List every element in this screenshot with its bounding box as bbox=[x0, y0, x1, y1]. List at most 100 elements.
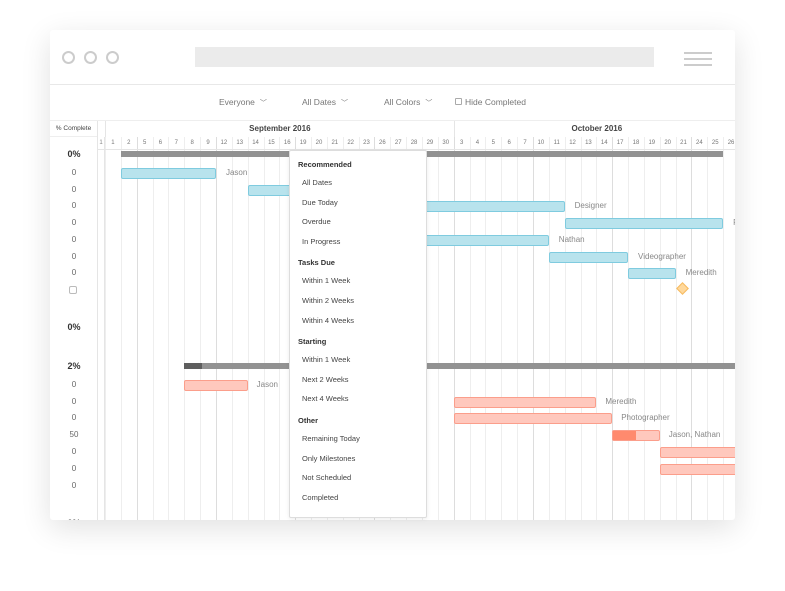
day-label: 4 bbox=[475, 140, 480, 146]
dropdown-item[interactable]: In Progress bbox=[302, 236, 341, 246]
day-label: 14 bbox=[600, 140, 608, 146]
percent-value: 50 bbox=[69, 430, 79, 439]
dates-dropdown-menu: Recommended All Dates Due Today Overdue In P… bbox=[289, 150, 427, 518]
grid-line bbox=[675, 137, 677, 520]
dropdown-item[interactable]: Next 2 Weeks bbox=[302, 374, 349, 384]
hamburger-menu-icon[interactable] bbox=[684, 52, 712, 70]
grid-line bbox=[120, 137, 122, 520]
grid-line bbox=[263, 137, 265, 520]
task-bar[interactable] bbox=[659, 464, 735, 475]
dropdown-item[interactable]: Not Scheduled bbox=[302, 473, 352, 483]
day-label: 20 bbox=[315, 140, 323, 146]
window-titlebar bbox=[50, 30, 735, 85]
task-bar[interactable] bbox=[184, 380, 248, 391]
grid-line bbox=[247, 137, 249, 520]
percent-value: 0 bbox=[71, 235, 77, 244]
summary-progress bbox=[184, 363, 202, 369]
grid-line bbox=[215, 137, 217, 520]
dates-label: All Dates bbox=[302, 97, 337, 107]
day-label: 26 bbox=[379, 140, 386, 146]
day-label: 17 bbox=[616, 140, 624, 146]
day-label: 6 bbox=[507, 140, 511, 146]
percent-value: 0 bbox=[71, 185, 77, 194]
grid-line bbox=[184, 137, 186, 520]
percent-value: 0 bbox=[71, 168, 77, 177]
dates-filter[interactable]: All Dates ﹀ bbox=[302, 97, 348, 108]
summary-bar[interactable] bbox=[184, 363, 735, 369]
day-label: 16 bbox=[283, 140, 291, 146]
address-bar[interactable] bbox=[195, 47, 654, 67]
task-bar[interactable] bbox=[628, 268, 676, 279]
task-bar[interactable] bbox=[422, 201, 565, 212]
day-label: 13 bbox=[585, 140, 592, 146]
day-row-divider bbox=[98, 149, 735, 150]
grid-line bbox=[643, 137, 645, 520]
task-checkbox[interactable] bbox=[69, 286, 77, 294]
first-day-column: 1 bbox=[98, 137, 105, 520]
window-close-dot[interactable] bbox=[62, 51, 75, 64]
dropdown-item[interactable]: Next 4 Weeks bbox=[302, 394, 349, 404]
grid-line bbox=[596, 137, 598, 520]
grid-line bbox=[105, 137, 106, 520]
month-header: October 2016 bbox=[453, 121, 735, 137]
assignee-label: Jason, Nathan bbox=[668, 430, 721, 439]
dropdown-item[interactable]: Within 1 Week bbox=[302, 276, 351, 286]
percent-value: 0 bbox=[71, 252, 77, 261]
day-label: 6 bbox=[158, 140, 163, 146]
percent-value: 0 bbox=[71, 201, 77, 210]
window-minimize-dot[interactable] bbox=[84, 51, 97, 64]
dropdown-item[interactable]: Within 1 Week bbox=[302, 355, 351, 365]
assignee-label: Nathan bbox=[558, 235, 585, 244]
percent-value: 0% bbox=[67, 149, 81, 159]
dropdown-item[interactable]: Within 2 Weeks bbox=[302, 296, 354, 305]
day-label: 5 bbox=[491, 140, 495, 146]
day-label: 28 bbox=[410, 140, 418, 146]
colors-filter[interactable]: All Colors ﹀ bbox=[384, 97, 432, 108]
dropdown-item[interactable]: Remaining Today bbox=[302, 434, 360, 443]
day-label: 12 bbox=[220, 140, 228, 146]
day-label: 26 bbox=[727, 140, 735, 146]
grid-line bbox=[152, 137, 154, 520]
percent-complete-column: % Complete 0% 0 0 0 0 0 0 0 0% 2% 0 0 0 50 0 0 0 0% bbox=[50, 121, 98, 520]
day-label: 27 bbox=[394, 140, 402, 146]
colors-label: All Colors bbox=[384, 97, 421, 107]
task-bar[interactable] bbox=[422, 235, 549, 246]
task-bar[interactable] bbox=[612, 430, 660, 441]
milestone-diamond[interactable] bbox=[675, 282, 689, 295]
dropdown-item[interactable]: Overdue bbox=[302, 217, 331, 227]
day-label: 22 bbox=[347, 140, 355, 146]
task-bar[interactable] bbox=[120, 168, 216, 179]
task-bar[interactable] bbox=[453, 397, 597, 408]
task-bar[interactable] bbox=[659, 447, 735, 458]
grid-line bbox=[628, 137, 630, 520]
day-label: 30 bbox=[442, 140, 450, 146]
dropdown-item[interactable]: Completed bbox=[302, 492, 339, 502]
percent-value: 0% bbox=[67, 322, 81, 332]
window-maximize-dot[interactable] bbox=[106, 51, 119, 64]
hide-completed-checkbox[interactable]: Hide Completed bbox=[455, 97, 526, 107]
grid-line bbox=[168, 137, 170, 520]
task-bar[interactable] bbox=[548, 252, 629, 263]
percent-value: 0 bbox=[71, 464, 77, 473]
dropdown-item[interactable]: Due Today bbox=[302, 197, 338, 207]
everyone-filter[interactable]: Everyone ﹀ bbox=[219, 97, 267, 108]
dropdown-item[interactable]: All Dates bbox=[302, 178, 333, 187]
percent-complete-header: % Complete bbox=[50, 121, 97, 137]
day-label: 19 bbox=[299, 140, 307, 146]
day-label: 12 bbox=[569, 140, 576, 146]
chevron-down-icon: ﹀ bbox=[425, 100, 433, 107]
assignee-label: Meredith bbox=[685, 268, 717, 277]
assignee-label: Meredith bbox=[605, 397, 637, 406]
task-bar[interactable] bbox=[453, 413, 613, 424]
grid-line bbox=[564, 137, 566, 520]
chevron-down-icon: ﹀ bbox=[341, 100, 349, 107]
day-label: 19 bbox=[648, 140, 656, 146]
filter-toolbar: Everyone ﹀ All Dates ﹀ All Colors ﹀ Hide Co… bbox=[50, 85, 735, 120]
task-bar[interactable] bbox=[564, 218, 724, 229]
dropdown-item[interactable]: Only Milestones bbox=[302, 453, 356, 463]
day-label: 21 bbox=[331, 140, 339, 146]
grid-line bbox=[723, 137, 725, 520]
percent-value: 0 bbox=[71, 397, 77, 406]
month-header: September 2016 bbox=[105, 121, 454, 137]
dropdown-item[interactable]: Within 4 Weeks bbox=[302, 315, 354, 325]
